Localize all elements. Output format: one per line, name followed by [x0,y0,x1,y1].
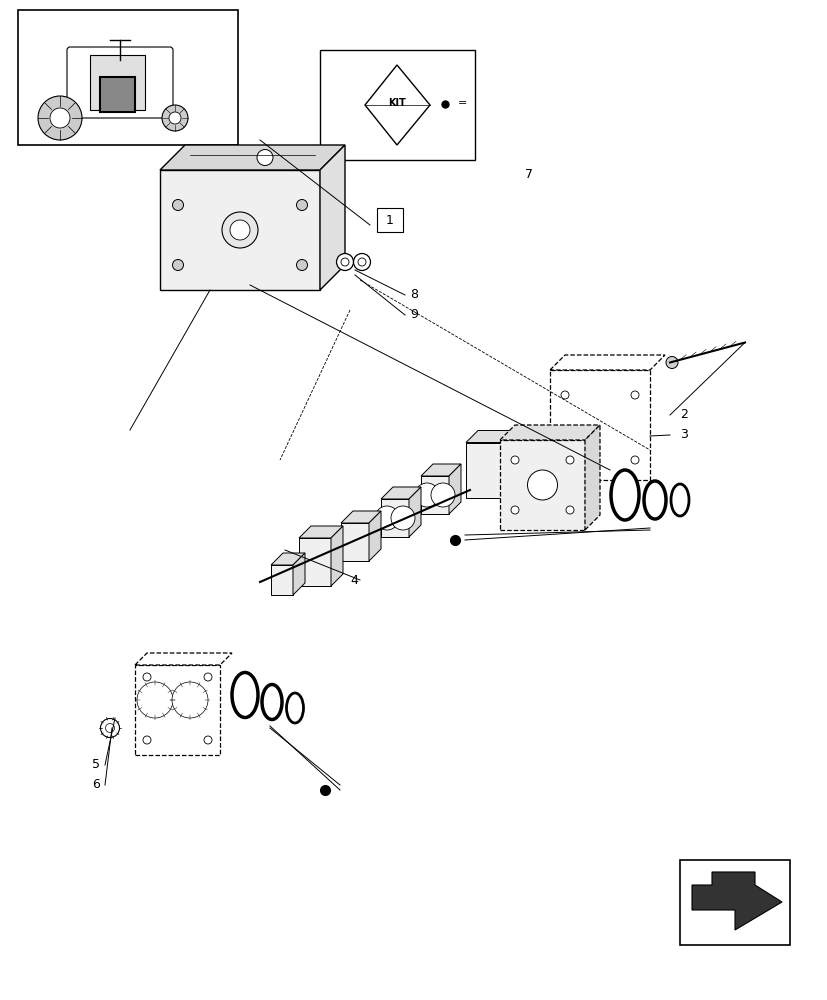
Circle shape [100,718,119,737]
Polygon shape [585,425,600,530]
Circle shape [203,673,212,681]
Circle shape [510,456,519,464]
Circle shape [143,673,151,681]
Text: 6: 6 [92,778,100,791]
Text: =: = [457,98,466,108]
Circle shape [172,259,184,270]
Ellipse shape [239,680,251,710]
Bar [270,565,293,595]
Text: 5: 5 [92,758,100,771]
Circle shape [431,483,455,507]
Bar [18,10,237,145]
Circle shape [336,253,353,270]
FancyBboxPatch shape [67,47,173,118]
Polygon shape [380,487,420,499]
Circle shape [136,682,173,718]
Ellipse shape [286,693,304,723]
Ellipse shape [670,484,688,516]
Ellipse shape [649,488,659,512]
Ellipse shape [610,470,638,520]
Ellipse shape [268,692,275,712]
Text: 9: 9 [409,308,418,322]
Circle shape [630,456,638,464]
Circle shape [105,723,114,732]
Polygon shape [293,553,304,595]
Text: 2: 2 [679,408,687,422]
Circle shape [256,149,273,166]
Circle shape [566,456,573,464]
Ellipse shape [232,672,258,717]
Polygon shape [420,464,461,476]
Polygon shape [365,65,429,145]
Text: KIT: KIT [388,98,405,108]
Circle shape [357,258,366,266]
Circle shape [353,253,370,270]
FancyBboxPatch shape [160,170,319,290]
Polygon shape [299,526,342,538]
Bar [100,77,135,112]
Ellipse shape [675,491,683,509]
Polygon shape [270,553,304,565]
Circle shape [414,483,438,507]
Bar [679,860,789,945]
Circle shape [172,199,184,211]
Circle shape [390,506,414,530]
Circle shape [222,212,258,248]
Polygon shape [500,425,600,440]
Polygon shape [549,355,664,370]
Ellipse shape [643,481,665,519]
Circle shape [50,108,70,128]
Bar [549,370,649,480]
Polygon shape [135,653,232,665]
FancyBboxPatch shape [500,440,585,530]
Ellipse shape [261,684,282,719]
Text: 1: 1 [385,214,394,227]
Circle shape [561,391,568,399]
Circle shape [566,506,573,514]
Polygon shape [369,511,380,561]
Bar [299,538,331,586]
Polygon shape [504,430,515,497]
Circle shape [169,112,181,124]
Circle shape [561,456,568,464]
Polygon shape [409,487,420,537]
Circle shape [162,105,188,131]
Polygon shape [331,526,342,586]
Bar [90,55,145,110]
Circle shape [143,736,151,744]
Circle shape [203,736,212,744]
Polygon shape [341,511,380,523]
Circle shape [630,391,638,399]
Circle shape [296,259,307,270]
Bar [376,208,403,232]
Circle shape [665,356,677,368]
Text: 4: 4 [350,573,357,586]
Circle shape [38,96,82,140]
Bar [420,476,448,514]
Circle shape [172,682,208,718]
Bar [135,665,220,755]
Polygon shape [466,430,515,442]
Bar [319,50,475,160]
Ellipse shape [617,477,631,513]
Circle shape [230,220,250,240]
Circle shape [375,506,399,530]
Circle shape [296,199,307,211]
Ellipse shape [291,700,299,716]
Polygon shape [691,872,781,930]
Text: 3: 3 [679,428,687,441]
Bar [380,499,409,537]
Polygon shape [448,464,461,514]
Circle shape [510,506,519,514]
Bar [466,442,504,497]
Polygon shape [319,145,345,290]
Bar [341,523,369,561]
Text: 8: 8 [409,288,418,302]
Circle shape [527,470,557,500]
Polygon shape [160,145,345,170]
Text: 7: 7 [524,168,533,182]
Circle shape [341,258,348,266]
